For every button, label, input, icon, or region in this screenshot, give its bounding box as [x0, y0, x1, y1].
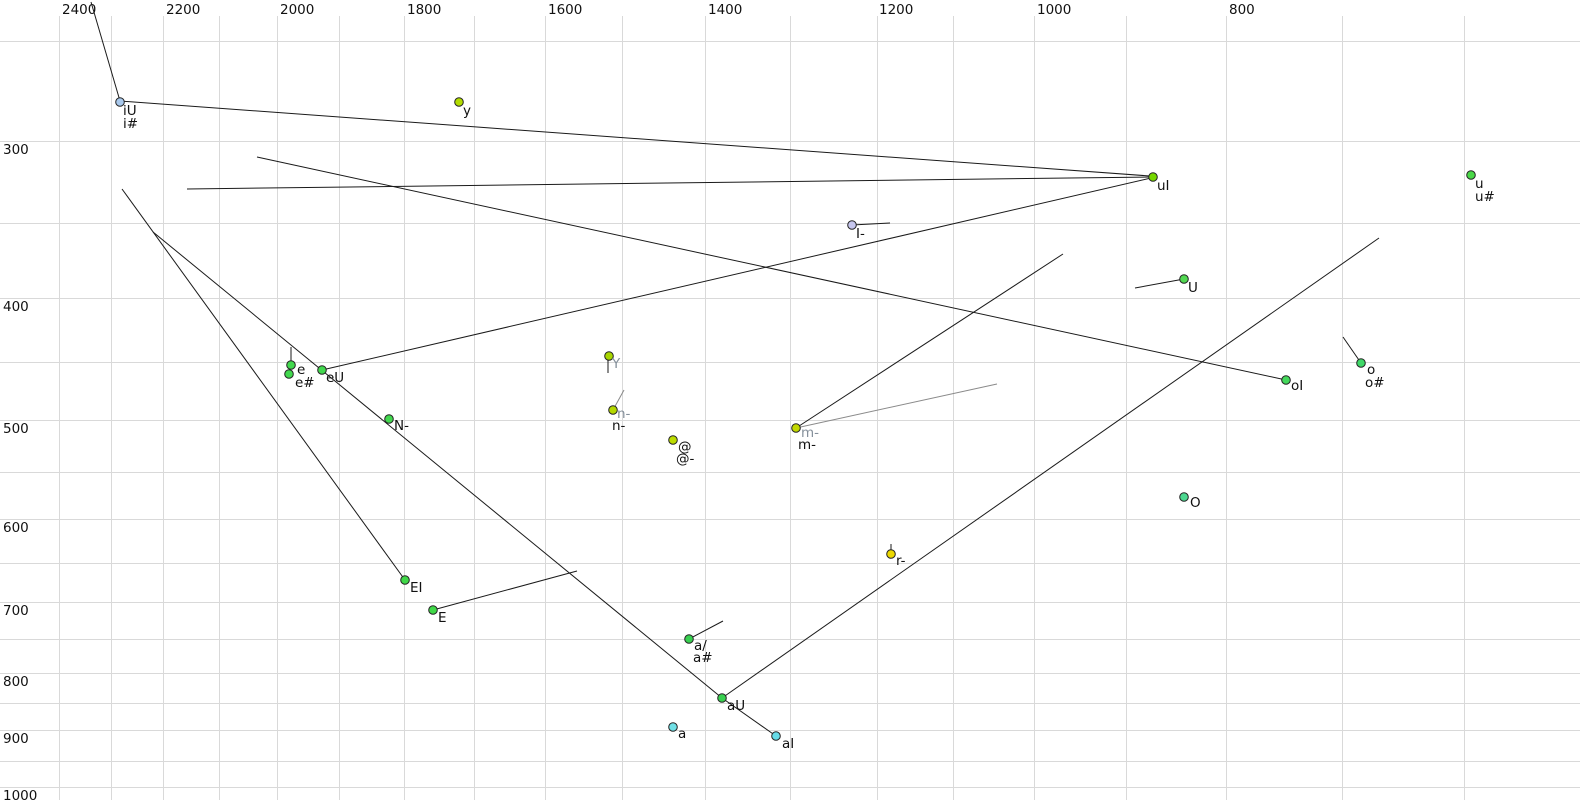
- vowel-label-IY: Y: [611, 356, 621, 372]
- x-tick-label: 1800: [407, 2, 441, 18]
- trajectory-line: [1342, 336, 1362, 364]
- vowel-point-eU[interactable]: [317, 365, 327, 375]
- vowel-point-e[interactable]: [286, 360, 296, 370]
- vowel-label-a/: a/: [694, 638, 707, 654]
- vowel-label-o: o: [1367, 362, 1375, 378]
- vowel-point-iU[interactable]: [115, 97, 125, 107]
- x-tick-label: 1400: [708, 2, 742, 18]
- vowel-point-e#[interactable]: [284, 369, 294, 379]
- vowel-point-n-[interactable]: [608, 405, 618, 415]
- trajectory-line: [1134, 278, 1185, 289]
- vowel-point-y[interactable]: [454, 97, 464, 107]
- trajectory-line: [851, 222, 891, 226]
- x-tick-label: 1200: [879, 2, 913, 18]
- vowel-point-N-[interactable]: [384, 414, 394, 424]
- trajectory-line: [721, 697, 777, 737]
- vowel-label-oI: oI: [1291, 378, 1303, 394]
- y-tick-label: 500: [3, 421, 29, 437]
- vowel-point-m-[interactable]: [791, 423, 801, 433]
- vowel-label-m-: m-: [798, 437, 816, 453]
- y-tick-label: 300: [3, 142, 29, 158]
- vowel-point-uI[interactable]: [1148, 172, 1158, 182]
- y-tick-label: 900: [3, 731, 29, 747]
- vowel-label-E: E: [438, 610, 447, 626]
- vowel-label-r-: r-: [896, 553, 906, 569]
- y-tick-label: 600: [3, 520, 29, 536]
- vowel-label-e: e: [297, 362, 305, 378]
- y-tick-label: 1000: [3, 788, 37, 800]
- vowel-point-@-[interactable]: [668, 435, 678, 445]
- vowel-label-uI: uI: [1157, 178, 1170, 194]
- vowel-point-aI[interactable]: [771, 731, 781, 741]
- trajectory-line: [688, 620, 724, 640]
- vowel-label-o: o#: [1365, 375, 1385, 391]
- trajectory-line: [795, 253, 1064, 429]
- trajectory-line: [432, 570, 578, 611]
- trajectory-line: [121, 188, 406, 581]
- vowel-point-u[interactable]: [1466, 170, 1476, 180]
- vowel-point-O[interactable]: [1179, 492, 1189, 502]
- vowel-point-I-[interactable]: [847, 220, 857, 230]
- trajectory-line: [256, 156, 1287, 381]
- vowel-point-U[interactable]: [1179, 274, 1189, 284]
- vowel-label-I-: I-: [856, 226, 865, 242]
- vowel-label-y: y: [463, 103, 471, 119]
- x-tick-label: 2200: [166, 2, 200, 18]
- vowel-point-r-[interactable]: [886, 549, 896, 559]
- trajectory-line: [119, 100, 1151, 177]
- trajectory-line: [152, 231, 723, 699]
- vowel-label-a/: a#: [693, 650, 713, 666]
- vowel-label-eU: eU: [326, 370, 344, 386]
- vowel-label-@-: @: [678, 439, 692, 455]
- x-tick-label: 800: [1229, 2, 1255, 18]
- x-tick-label: 2000: [280, 2, 314, 18]
- vowel-label-n-: n-: [617, 406, 631, 422]
- trajectory-line: [90, 1, 121, 102]
- vowel-label-iU: iU: [123, 103, 137, 119]
- vowel-label-O: O: [1190, 495, 1201, 511]
- vowel-point-IY[interactable]: [604, 351, 614, 361]
- trajectory-line: [321, 177, 1152, 371]
- vowel-point-aU[interactable]: [717, 693, 727, 703]
- vowel-point-a[interactable]: [668, 722, 678, 732]
- x-tick-label: 2400: [62, 2, 96, 18]
- vowel-point-E[interactable]: [428, 605, 438, 615]
- vowel-label-N-: N-: [394, 418, 409, 434]
- vowel-label-iU: i#: [123, 116, 138, 132]
- vowel-label-e#: e#: [295, 375, 315, 391]
- vowel-label-u: u#: [1475, 189, 1495, 205]
- vowel-label-n-: n-: [612, 418, 626, 434]
- vowel-label-a: a: [678, 726, 686, 742]
- vowel-point-o[interactable]: [1356, 358, 1366, 368]
- trajectory-line: [721, 237, 1380, 699]
- vowel-label-EI: EI: [410, 580, 423, 596]
- trajectory-line: [186, 176, 1151, 190]
- y-tick-label: 700: [3, 603, 29, 619]
- x-tick-label: 1000: [1037, 2, 1071, 18]
- trajectory-line: [795, 383, 998, 429]
- y-tick-label: 800: [3, 674, 29, 690]
- vowel-label-m-: m-: [801, 425, 819, 441]
- vowel-label-aU: aU: [727, 698, 745, 714]
- y-tick-label: 400: [3, 299, 29, 315]
- vowel-point-oI[interactable]: [1281, 375, 1291, 385]
- vowel-label-u: u: [1475, 176, 1484, 192]
- vowel-label-@-: @-: [676, 451, 695, 467]
- vowel-point-a/[interactable]: [684, 634, 694, 644]
- vowel-point-EI[interactable]: [400, 575, 410, 585]
- x-tick-label: 1600: [548, 2, 582, 18]
- vowel-label-aI: aI: [782, 736, 794, 752]
- vowel-label-U: U: [1188, 280, 1198, 296]
